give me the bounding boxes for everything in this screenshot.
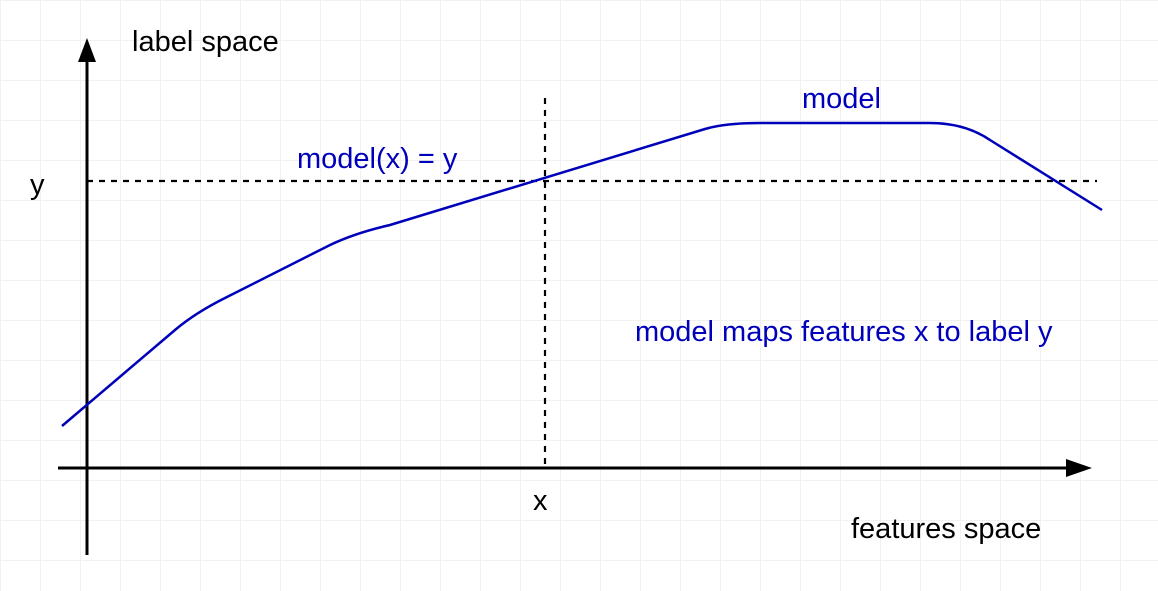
equation-label: model(x) = y xyxy=(297,143,458,175)
x-value-marker: x xyxy=(533,485,548,517)
model-curve xyxy=(61,121,1103,427)
model-curve-label: model xyxy=(802,83,881,115)
x-axis-label: features space xyxy=(851,513,1042,545)
y-axis-label: label space xyxy=(132,26,279,58)
y-axis-arrowhead xyxy=(78,38,96,62)
y-value-marker: y xyxy=(30,169,45,201)
x-axis-arrowhead xyxy=(1066,459,1092,477)
description-label: model maps features x to label y xyxy=(635,316,1053,348)
